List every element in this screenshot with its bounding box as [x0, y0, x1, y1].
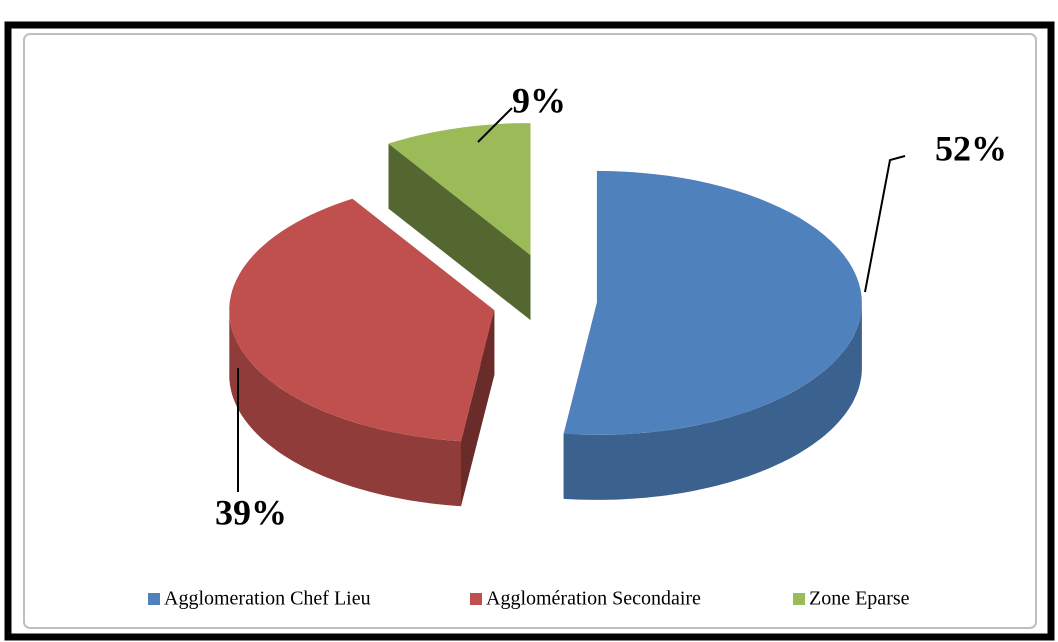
slice [563, 170, 862, 435]
data-label: 39% [215, 492, 287, 532]
slice [388, 123, 531, 256]
legend-swatch [470, 593, 482, 605]
legend-label: Agglomération Secondaire [486, 588, 701, 610]
legend-label: Agglomeration Chef Lieu [164, 588, 371, 610]
plot-frame [23, 33, 1037, 629]
data-label: 52% [935, 128, 1007, 168]
leader-line [864, 155, 906, 293]
leader-line [477, 107, 513, 143]
slice [229, 198, 495, 442]
data-label: 9% [512, 80, 566, 120]
slice-side [388, 143, 531, 321]
slice-wall [229, 310, 461, 507]
legend-swatch [793, 593, 805, 605]
legend-swatch [148, 593, 160, 605]
legend-label: Zone Eparse [809, 588, 910, 610]
slice-wall [563, 302, 862, 500]
